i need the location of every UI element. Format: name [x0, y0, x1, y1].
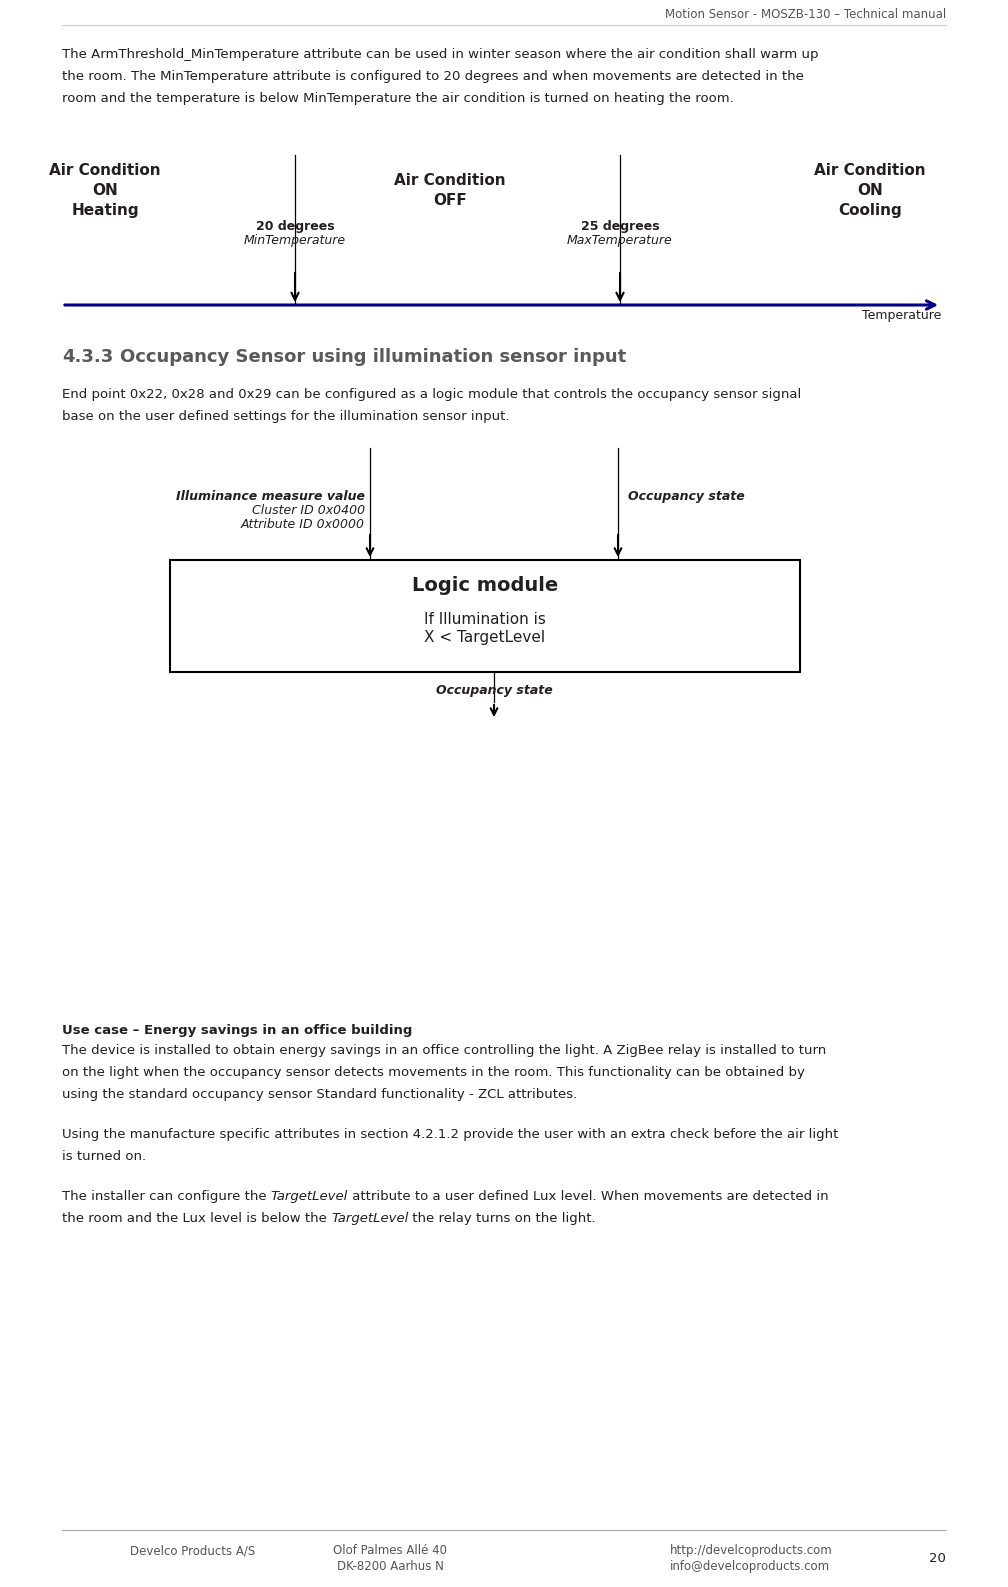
Text: 20: 20	[929, 1552, 946, 1565]
Text: Cooling: Cooling	[838, 203, 902, 217]
Text: room and the temperature is below MinTemperature the air condition is turned on : room and the temperature is below MinTem…	[62, 92, 734, 105]
Text: Use case – Energy savings in an office building: Use case – Energy savings in an office b…	[62, 1024, 412, 1036]
Text: Attribute ID 0x0000: Attribute ID 0x0000	[241, 517, 365, 532]
Text: attribute to a user defined Lux level. When movements are detected in: attribute to a user defined Lux level. W…	[348, 1190, 829, 1203]
Text: Air Condition: Air Condition	[49, 163, 161, 178]
Text: End point 0x22, 0x28 and 0x29 can be configured as a logic module that controls : End point 0x22, 0x28 and 0x29 can be con…	[62, 387, 801, 402]
Text: X < TargetLevel: X < TargetLevel	[424, 630, 545, 644]
Text: OFF: OFF	[433, 194, 467, 208]
Text: on the light when the occupancy sensor detects movements in the room. This funct: on the light when the occupancy sensor d…	[62, 1066, 804, 1079]
Text: using the standard occupancy sensor Standard functionality - ZCL attributes.: using the standard occupancy sensor Stan…	[62, 1089, 578, 1101]
Text: Motion Sensor - MOSZB-130 – Technical manual: Motion Sensor - MOSZB-130 – Technical ma…	[664, 8, 946, 21]
Text: Cluster ID 0x0400: Cluster ID 0x0400	[252, 505, 365, 517]
Text: Air Condition: Air Condition	[394, 173, 506, 187]
Text: ON: ON	[92, 183, 118, 198]
Text: 25 degrees: 25 degrees	[581, 221, 659, 233]
Text: 20 degrees: 20 degrees	[256, 221, 335, 233]
Text: 4.3.3: 4.3.3	[62, 348, 113, 367]
Text: Occupancy state: Occupancy state	[435, 684, 552, 697]
Text: MinTemperature: MinTemperature	[244, 233, 346, 248]
Text: The installer can configure the: The installer can configure the	[62, 1190, 271, 1203]
Bar	[170, 560, 800, 671]
Text: MaxTemperature: MaxTemperature	[568, 233, 673, 248]
Text: the room and the Lux level is below the: the room and the Lux level is below the	[62, 1212, 331, 1225]
Text: Develco Products A/S: Develco Products A/S	[130, 1544, 255, 1557]
Text: Occupancy state: Occupancy state	[628, 490, 745, 503]
Text: TargetLevel: TargetLevel	[331, 1212, 408, 1225]
Text: Temperature: Temperature	[862, 309, 941, 322]
Text: Air Condition: Air Condition	[814, 163, 925, 178]
Text: The device is installed to obtain energy savings in an office controlling the li: The device is installed to obtain energy…	[62, 1044, 827, 1057]
Text: Occupancy Sensor using illumination sensor input: Occupancy Sensor using illumination sens…	[120, 348, 626, 367]
Text: Using the manufacture specific attributes in section 4.2.1.2 provide the user wi: Using the manufacture specific attribute…	[62, 1128, 839, 1141]
Text: The ArmThreshold_MinTemperature attribute can be used in winter season where the: The ArmThreshold_MinTemperature attribut…	[62, 48, 818, 60]
Text: Illuminance measure value: Illuminance measure value	[176, 490, 365, 503]
Text: Olof Palmes Allé 40: Olof Palmes Allé 40	[333, 1544, 447, 1557]
Text: DK-8200 Aarhus N: DK-8200 Aarhus N	[337, 1560, 444, 1573]
Text: base on the user defined settings for the illumination sensor input.: base on the user defined settings for th…	[62, 409, 509, 424]
Text: the relay turns on the light.: the relay turns on the light.	[408, 1212, 596, 1225]
Text: the room. The MinTemperature attribute is configured to 20 degrees and when move: the room. The MinTemperature attribute i…	[62, 70, 803, 83]
Text: http://develcoproducts.com: http://develcoproducts.com	[670, 1544, 833, 1557]
Text: Heating: Heating	[72, 203, 139, 217]
Text: TargetLevel: TargetLevel	[271, 1190, 348, 1203]
Text: Logic module: Logic module	[412, 576, 558, 595]
Text: info@develcoproducts.com: info@develcoproducts.com	[670, 1560, 831, 1573]
Text: ON: ON	[857, 183, 883, 198]
Text: is turned on.: is turned on.	[62, 1151, 146, 1163]
Text: If Illumination is: If Illumination is	[424, 613, 546, 627]
